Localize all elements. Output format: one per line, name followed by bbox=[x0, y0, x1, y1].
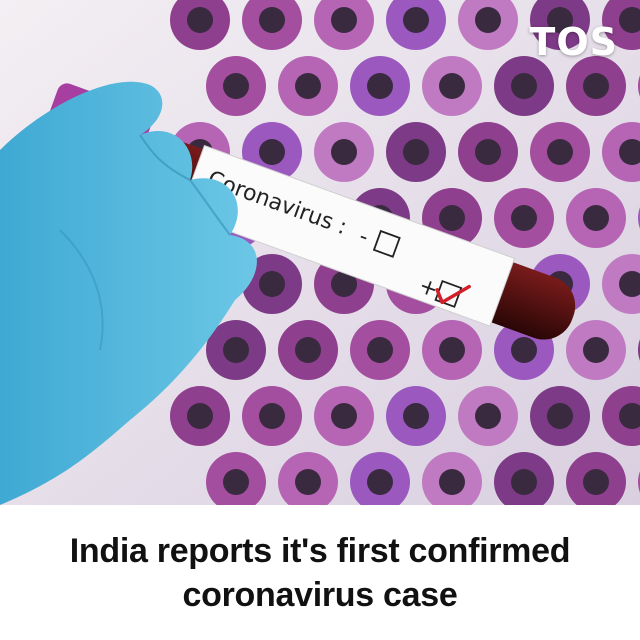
negative-checkbox bbox=[372, 229, 401, 258]
brand-logo: TOS bbox=[529, 20, 618, 64]
vial-opening bbox=[547, 403, 573, 429]
vial-opening bbox=[547, 7, 573, 33]
photo: Coronavirus : - + TOS bbox=[0, 0, 640, 505]
vial-opening bbox=[619, 271, 640, 297]
vial-opening bbox=[187, 7, 213, 33]
vial-opening bbox=[331, 403, 357, 429]
vial-opening bbox=[475, 139, 501, 165]
vial-opening bbox=[259, 271, 285, 297]
vial-opening bbox=[331, 271, 357, 297]
vial-opening bbox=[259, 139, 285, 165]
vial-opening bbox=[583, 337, 609, 363]
vial-opening bbox=[583, 205, 609, 231]
vial-opening bbox=[295, 337, 321, 363]
vial-opening bbox=[511, 337, 537, 363]
vial-opening bbox=[367, 337, 393, 363]
vial-opening bbox=[583, 73, 609, 99]
vial-opening bbox=[403, 139, 429, 165]
vial-opening bbox=[619, 403, 640, 429]
vial-opening bbox=[331, 7, 357, 33]
vial-opening bbox=[475, 403, 501, 429]
vial-opening bbox=[259, 7, 285, 33]
headline: India reports it's first confirmed coron… bbox=[69, 531, 571, 614]
vial-opening bbox=[583, 469, 609, 495]
vial-opening bbox=[187, 403, 213, 429]
vial-opening bbox=[295, 469, 321, 495]
vial-opening bbox=[367, 469, 393, 495]
vial-opening bbox=[223, 337, 249, 363]
vial-opening bbox=[223, 469, 249, 495]
vial-opening bbox=[403, 403, 429, 429]
check-icon bbox=[435, 284, 471, 305]
vial-opening bbox=[511, 469, 537, 495]
vial-opening bbox=[547, 139, 573, 165]
vial-opening bbox=[403, 7, 429, 33]
vial-opening bbox=[511, 73, 537, 99]
vial-opening bbox=[439, 469, 465, 495]
vial-opening bbox=[331, 139, 357, 165]
glove-icon bbox=[0, 81, 257, 505]
vial-opening bbox=[439, 337, 465, 363]
tube-label bbox=[179, 144, 516, 327]
vial-opening bbox=[367, 73, 393, 99]
gloved-hand bbox=[0, 81, 257, 505]
vial-opening bbox=[475, 7, 501, 33]
vial-opening bbox=[511, 205, 537, 231]
caption-panel: India reports it's first confirmed coron… bbox=[0, 505, 640, 640]
photo-illustration: Coronavirus : - + bbox=[0, 0, 640, 505]
vial-opening bbox=[223, 73, 249, 99]
vial-opening bbox=[619, 139, 640, 165]
vial-opening bbox=[439, 205, 465, 231]
vial-opening bbox=[619, 7, 640, 33]
vial-opening bbox=[439, 73, 465, 99]
vial-opening bbox=[259, 403, 285, 429]
vial-opening bbox=[295, 73, 321, 99]
